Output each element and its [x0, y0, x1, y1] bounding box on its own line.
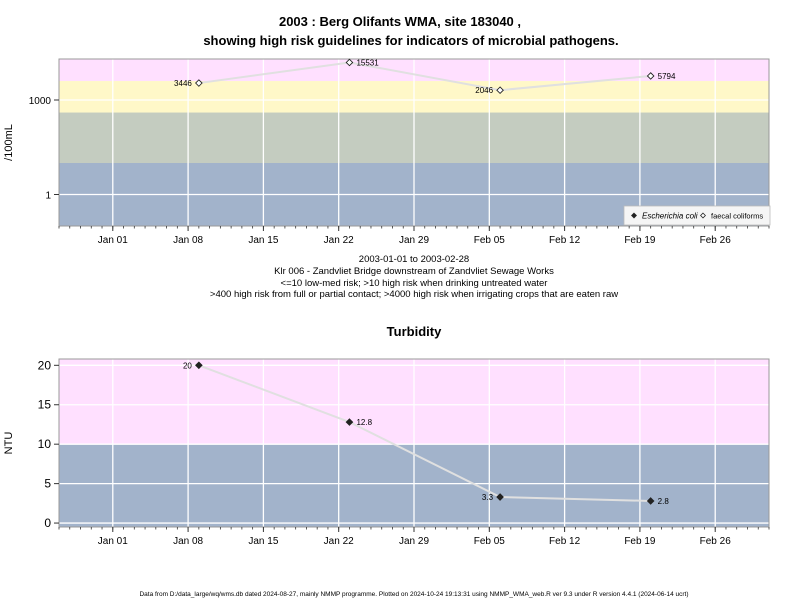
x-tick-label: Feb 12: [549, 235, 581, 246]
data-point: [195, 79, 203, 87]
data-point: [496, 493, 504, 501]
legend-label: Escherichia coli: [642, 212, 698, 221]
turbidity-chart: Jan 01 Jan 08 Jan 15 Jan 22 Jan 29 Feb 05 Feb …: [3, 358, 770, 547]
x-tick-label: Jan 22: [324, 235, 354, 246]
x-tick-label: Feb 26: [700, 536, 732, 547]
caption-line-1: 2003-01-01 to 2003-02-28: [359, 254, 469, 265]
data-point: [496, 86, 504, 95]
caption-line-4: >400 high risk from full or partial cont…: [210, 289, 618, 300]
caption-line-2: Klr 006 - Zandvliet Bridge downstream of…: [274, 266, 554, 277]
x-tick-label: Feb 19: [624, 235, 656, 246]
legend-box: [623, 205, 771, 226]
y-tick-label: 5: [44, 477, 51, 491]
footer-note: Data from D:/data_large/wq/wms.db dated …: [139, 591, 688, 598]
y-tick-label: 10: [38, 437, 52, 451]
bacteria-chart: Jan 01 Jan 08 Jan 15 Jan 22 Jan 29 Feb 05 Feb …: [3, 58, 771, 246]
data-label: 5794: [658, 72, 676, 81]
x-tick-label: Jan 08: [173, 235, 203, 246]
x-tick-label: Jan 29: [399, 536, 429, 547]
y-tick-label: 20: [38, 358, 52, 372]
caption-line-3: <=10 low-med risk; >10 high risk when dr…: [281, 278, 548, 289]
data-label: 20: [183, 361, 192, 370]
x-tick-label: Feb 19: [624, 536, 656, 547]
series-line: [198, 364, 651, 502]
data-point: [345, 58, 354, 67]
x-tick-label: Jan 29: [399, 235, 429, 246]
x-tick-label: Jan 15: [248, 536, 278, 547]
main-title-line2: showing high risk guidelines for indicat…: [203, 33, 618, 48]
x-tick-label: Jan 01: [98, 536, 128, 547]
y-axis-label: NTU: [3, 432, 15, 455]
x-tick-label: Jan 08: [173, 536, 203, 547]
x-tick-label: Jan 22: [324, 536, 354, 547]
x-tick-label: Jan 15: [248, 235, 278, 246]
data-point: [646, 497, 655, 505]
y-tick-label: 1: [45, 190, 51, 201]
y-tick-label: 1000: [29, 96, 52, 107]
data-point: [345, 418, 354, 426]
legend-marker-open: [700, 212, 706, 219]
data-label: 3.3: [482, 493, 494, 502]
x-tick-label: Feb 12: [549, 536, 581, 547]
main-title-line1: 2003 : Berg Olifants WMA, site 183040 ,: [279, 14, 521, 29]
x-tick-label: Feb 05: [474, 536, 506, 547]
y-tick-label: 0: [44, 516, 51, 530]
y-tick-label: 15: [38, 398, 52, 412]
data-label: 2.8: [658, 497, 670, 506]
y-axis-label: /100mL: [3, 124, 15, 161]
x-tick-label: Feb 05: [474, 235, 506, 246]
x-tick-label: Feb 26: [700, 235, 732, 246]
data-point: [195, 361, 203, 370]
legend-marker-filled: [631, 212, 637, 219]
data-label: 12.8: [356, 418, 372, 427]
data-label: 15531: [356, 58, 379, 67]
data-label: 2046: [475, 86, 493, 95]
data-label: 3446: [174, 79, 192, 88]
x-tick-label: Jan 01: [98, 235, 128, 246]
legend-label: faecal coliforms: [711, 212, 763, 221]
data-point: [646, 72, 655, 80]
turbidity-title: Turbidity: [387, 324, 442, 339]
series-line: [198, 61, 651, 92]
